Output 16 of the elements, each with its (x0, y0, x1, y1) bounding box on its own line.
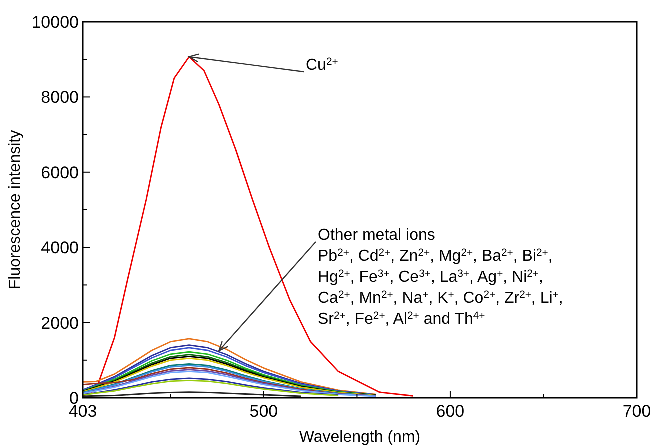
text: Ca$^{2+}$, Mn$^{2+}$, Na$^{+}$, K$^{+}$, Co$^{2+}$, Zr$^{2+}$, Li$^{+}$, (318, 290, 564, 307)
annotation: Sr$^{2+}$, Fe$^{2+}$, Al$^{2+}$ and Th$^{4+}$ (318, 310, 486, 328)
annotation: Cu$^{2+}$ (306, 56, 338, 74)
y-tick-label: 8000 (41, 88, 79, 108)
text: Pb$^{2+}$, Cd$^{2+}$, Zn$^{2+}$, Mg$^{2+}$, Ba$^{2+}$, Bi$^{2+}$, (318, 248, 553, 265)
y-tick-label: 2000 (41, 314, 79, 333)
y-tick-label: 6000 (41, 163, 79, 182)
x-tick-label: 600 (436, 402, 465, 421)
y-axis-title: Fluorescence intensity (7, 130, 24, 290)
x-tick-label: 700 (622, 402, 652, 421)
annotation: Other metal ions (318, 227, 436, 244)
x-axis-title: Wavelength (nm) (299, 429, 421, 446)
y-tick-label: 10000 (32, 13, 79, 32)
x-tick-label: 500 (250, 402, 278, 421)
y-tick-label: 4000 (41, 238, 79, 258)
text: Hg$^{2+}$, Fe$^{3+}$, Ce$^{3+}$, La$^{3+}$, Ag$^{+}$, Ni$^{2+}$, (318, 268, 544, 286)
